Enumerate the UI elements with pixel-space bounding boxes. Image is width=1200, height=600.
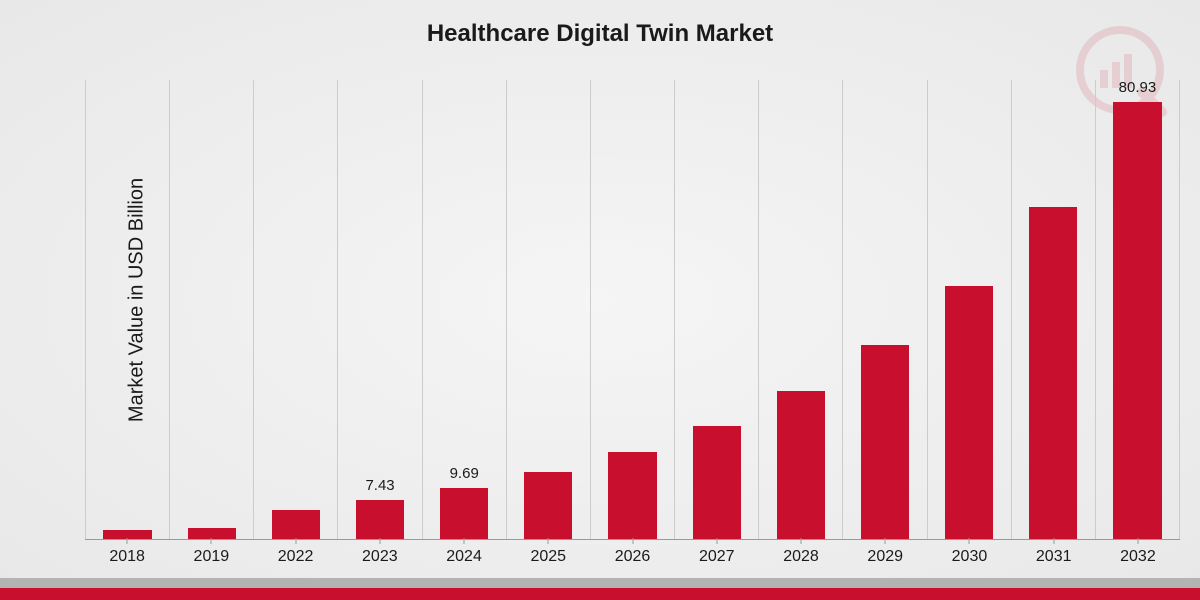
x-tick-label: 2018 (85, 540, 169, 578)
bar-column: 7.43 (337, 80, 421, 540)
bar-value-label: 9.69 (450, 465, 479, 482)
footer-red-bar (0, 588, 1200, 600)
x-tick-label: 2026 (590, 540, 674, 578)
bar (608, 452, 656, 540)
chart-title: Healthcare Digital Twin Market (427, 20, 773, 48)
x-tick-label: 2029 (843, 540, 927, 578)
bar-column (842, 80, 926, 540)
bar (272, 510, 320, 540)
bar (440, 488, 488, 540)
x-tick-label: 2031 (1012, 540, 1096, 578)
bar (945, 286, 993, 540)
bar (777, 391, 825, 540)
bar (524, 472, 572, 540)
bar-column (590, 80, 674, 540)
bar-column (927, 80, 1011, 540)
x-tick-label: 2032 (1096, 540, 1180, 578)
chart-plot-area: 7.43 9.69 80.93 (85, 80, 1180, 540)
bar-column (85, 80, 169, 540)
x-tick-label: 2022 (253, 540, 337, 578)
x-tick-label: 2025 (506, 540, 590, 578)
bar (693, 426, 741, 540)
bar (1029, 207, 1077, 540)
bar-value-label: 80.93 (1119, 79, 1157, 96)
bar-column (253, 80, 337, 540)
bar (1113, 102, 1161, 540)
footer-grey-bar (0, 578, 1200, 588)
x-tick-label: 2030 (927, 540, 1011, 578)
x-tick-label: 2028 (759, 540, 843, 578)
x-tick-label: 2027 (675, 540, 759, 578)
bar-column (758, 80, 842, 540)
x-tick-label: 2024 (422, 540, 506, 578)
bar-column (674, 80, 758, 540)
chart-container: Healthcare Digital Twin Market Market Va… (0, 0, 1200, 600)
bar (356, 500, 404, 540)
bar-column (169, 80, 253, 540)
x-tick-label: 2023 (338, 540, 422, 578)
x-tick-label: 2019 (169, 540, 253, 578)
bar-column (1011, 80, 1095, 540)
bar-column: 80.93 (1095, 80, 1180, 540)
bar-column: 9.69 (422, 80, 506, 540)
bar-value-label: 7.43 (365, 477, 394, 494)
bar (861, 345, 909, 540)
x-axis: 2018201920222023202420252026202720282029… (85, 540, 1180, 578)
bar-column (506, 80, 590, 540)
